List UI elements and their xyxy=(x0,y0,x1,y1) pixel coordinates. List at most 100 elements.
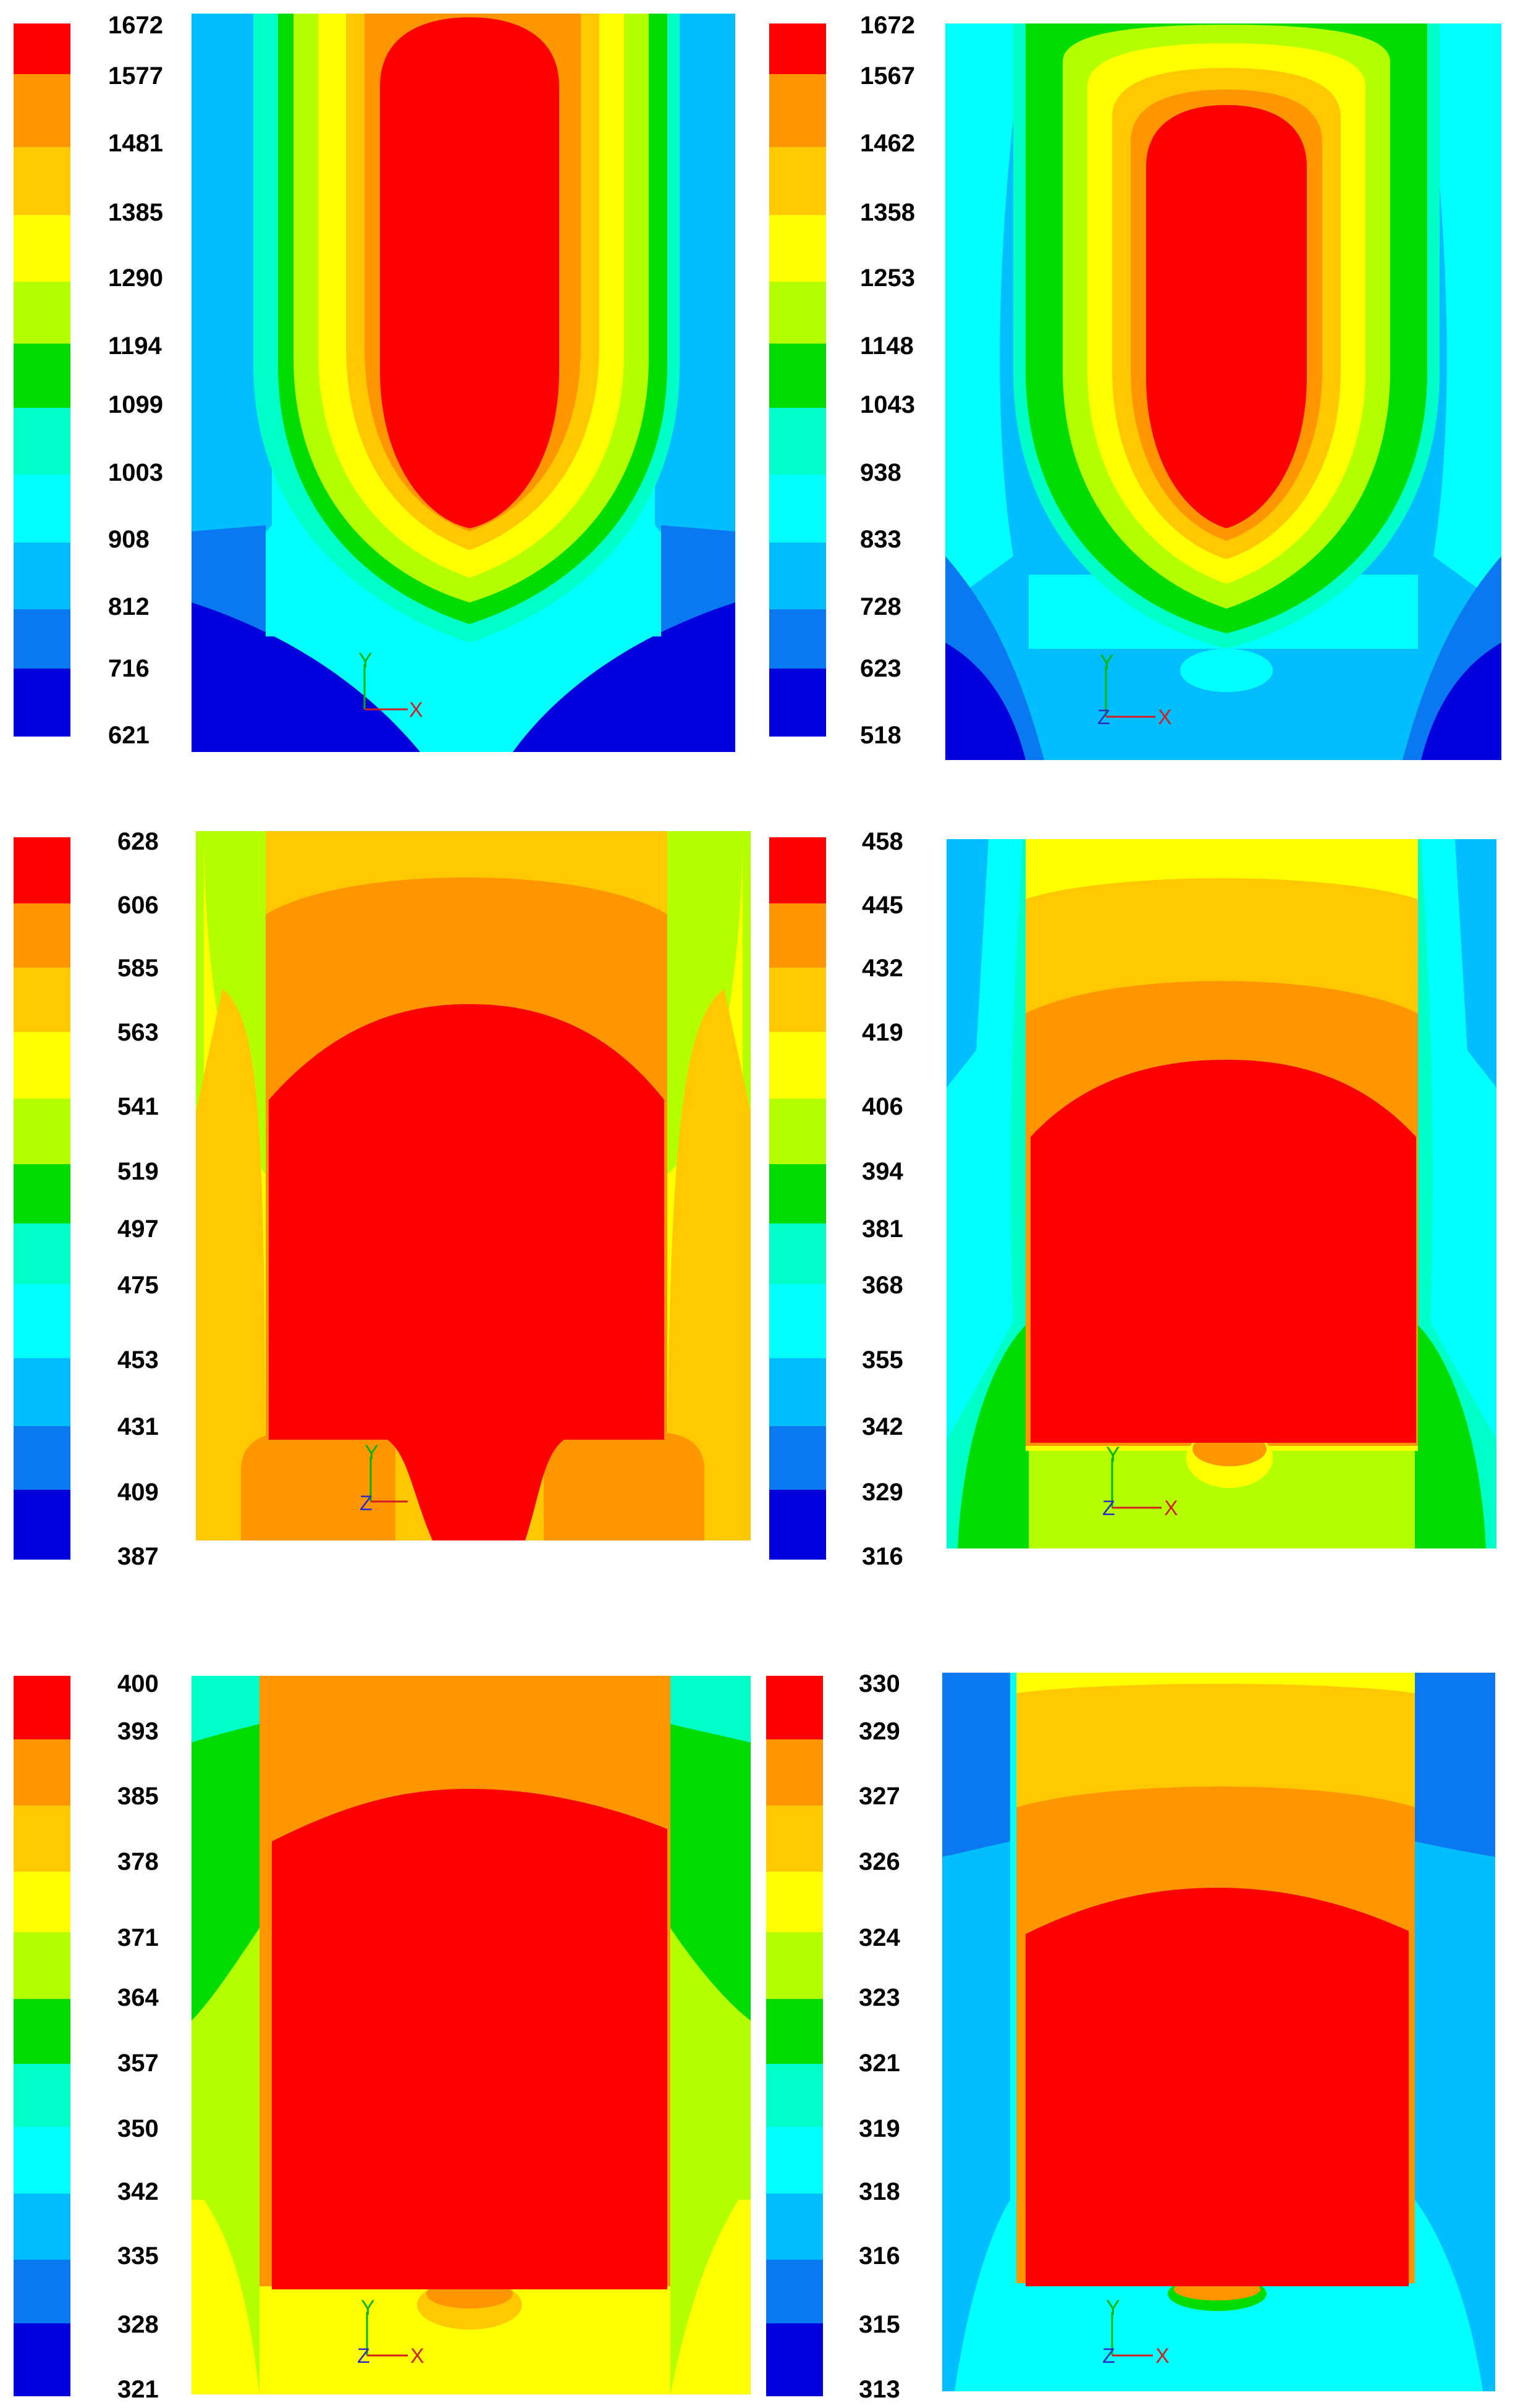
legend-tick: 1003 xyxy=(108,459,163,486)
legend-tick: 319 xyxy=(859,2115,900,2142)
legend-tick: 406 xyxy=(862,1093,903,1120)
contour-plot-3 xyxy=(196,831,751,1540)
legend-tick: 329 xyxy=(862,1479,903,1506)
legend-tick: 833 xyxy=(860,526,901,553)
axis-y-label: Y xyxy=(365,1441,379,1464)
legend-tick: 409 xyxy=(117,1479,159,1506)
legend-tick: 716 xyxy=(108,655,150,682)
legend-3: 628 606 585 563 541 519 497 475 453 431 … xyxy=(14,828,159,1570)
legend-tick: 1148 xyxy=(860,332,914,360)
legend-tick: 329 xyxy=(859,1718,900,1745)
axis-x-label: X xyxy=(1164,1497,1178,1520)
legend-tick: 585 xyxy=(117,955,159,982)
legend-tick: 321 xyxy=(117,2376,159,2403)
legend-tick: 497 xyxy=(117,1215,159,1243)
legend-tick: 378 xyxy=(117,1848,159,1875)
contour-plot-4 xyxy=(947,839,1496,1548)
legend-tick: 728 xyxy=(860,593,901,620)
legend-tick: 1567 xyxy=(860,62,915,90)
legend-tick: 1672 xyxy=(860,12,915,39)
panel-4: 458 445 432 419 406 394 381 368 355 342 … xyxy=(769,828,1496,1570)
panel-5: 400 393 385 378 371 364 357 350 342 335 … xyxy=(14,1670,751,2403)
legend-tick: 606 xyxy=(117,892,159,919)
axis-triad-4: Y X Z xyxy=(1102,1443,1178,1520)
legend-tick: 1481 xyxy=(108,130,163,157)
axis-x-label: X xyxy=(409,698,423,722)
legend-tick: 1672 xyxy=(108,12,163,39)
axis-triad-3: Y Z xyxy=(360,1441,408,1515)
axis-y-label: Y xyxy=(1106,1443,1120,1466)
legend-tick: 519 xyxy=(117,1158,159,1185)
legend-tick: 432 xyxy=(862,955,903,982)
legend-tick: 1358 xyxy=(860,199,915,226)
legend-5: 400 393 385 378 371 364 357 350 342 335 … xyxy=(14,1670,159,2403)
legend-tick: 368 xyxy=(862,1272,903,1299)
legend-tick: 316 xyxy=(862,1543,903,1570)
legend-tick: 1253 xyxy=(860,264,915,292)
legend-tick: 323 xyxy=(859,1984,900,2011)
legend-tick: 453 xyxy=(117,1346,159,1374)
legend-tick: 321 xyxy=(859,2050,900,2077)
axis-z-label: Z xyxy=(357,2344,370,2368)
legend-tick: 318 xyxy=(859,2178,900,2205)
axis-z-label: Z xyxy=(360,1492,373,1515)
legend-1: 1672 1577 1481 1385 1290 1194 1099 1003 … xyxy=(14,12,163,749)
legend-tick: 628 xyxy=(117,828,159,855)
legend-tick: 315 xyxy=(859,2311,900,2338)
legend-tick: 316 xyxy=(859,2242,900,2270)
legend-tick: 357 xyxy=(117,2050,159,2077)
panel-2: 1672 1567 1462 1358 1253 1148 1043 938 8… xyxy=(769,12,1501,760)
legend-4: 458 445 432 419 406 394 381 368 355 342 … xyxy=(769,828,903,1570)
legend-tick: 938 xyxy=(860,459,901,486)
legend-tick: 908 xyxy=(108,526,150,553)
panel-6: 330 329 327 326 324 323 321 319 318 316 … xyxy=(766,1670,1495,2403)
legend-tick: 1385 xyxy=(108,199,163,226)
legend-tick: 623 xyxy=(860,655,901,682)
legend-tick: 1577 xyxy=(108,62,163,90)
axis-x-label: X xyxy=(1158,706,1172,729)
legend-tick: 393 xyxy=(117,1718,159,1745)
axis-z-label: Z xyxy=(1102,1497,1115,1520)
legend-tick: 563 xyxy=(117,1019,159,1046)
legend-tick: 328 xyxy=(117,2311,159,2338)
axis-y-label: Y xyxy=(1106,2296,1120,2320)
legend-tick: 387 xyxy=(117,1543,159,1570)
legend-tick: 1462 xyxy=(860,130,915,157)
legend-tick: 342 xyxy=(862,1413,903,1440)
legend-tick: 350 xyxy=(117,2115,159,2142)
axis-triad-6: Y X Z xyxy=(1102,2296,1170,2368)
legend-tick: 381 xyxy=(862,1215,903,1243)
legend-tick: 621 xyxy=(108,722,150,749)
legend-tick: 313 xyxy=(859,2376,900,2403)
legend-tick: 400 xyxy=(117,1670,159,1697)
legend-6: 330 329 327 326 324 323 321 319 318 316 … xyxy=(766,1670,900,2403)
legend-tick: 1290 xyxy=(108,264,163,292)
axis-y-label: Y xyxy=(361,2296,375,2320)
legend-tick: 812 xyxy=(108,593,150,620)
legend-tick: 355 xyxy=(862,1346,903,1374)
contour-plot-1 xyxy=(192,14,735,752)
legend-tick: 394 xyxy=(862,1158,903,1185)
legend-tick: 1099 xyxy=(108,391,163,418)
legend-tick: 385 xyxy=(117,1783,159,1810)
axis-z-label: Z xyxy=(1102,2344,1115,2368)
axis-x-label: X xyxy=(410,2344,424,2368)
legend-tick: 342 xyxy=(117,2178,159,2205)
legend-tick: 518 xyxy=(860,722,901,749)
legend-tick: 330 xyxy=(859,1670,900,1697)
panel-1: 1672 1577 1481 1385 1290 1194 1099 1003 … xyxy=(14,12,735,752)
axis-x-label: X xyxy=(1155,2344,1170,2368)
contour-plot-2 xyxy=(945,23,1501,760)
axis-triad-5: Y X Z xyxy=(357,2296,424,2368)
axis-triad-2: Y X Z xyxy=(1097,651,1172,729)
axis-y-label: Y xyxy=(358,649,373,672)
legend-2: 1672 1567 1462 1358 1253 1148 1043 938 8… xyxy=(769,12,915,749)
legend-tick: 327 xyxy=(859,1783,900,1810)
contour-plot-5 xyxy=(192,1676,751,2394)
legend-tick: 326 xyxy=(859,1848,900,1875)
panel-3: 628 606 585 563 541 519 497 475 453 431 … xyxy=(14,828,751,1570)
contour-plot-6 xyxy=(942,1673,1495,2391)
legend-tick: 475 xyxy=(117,1272,159,1299)
axis-y-label: Y xyxy=(1100,651,1114,674)
